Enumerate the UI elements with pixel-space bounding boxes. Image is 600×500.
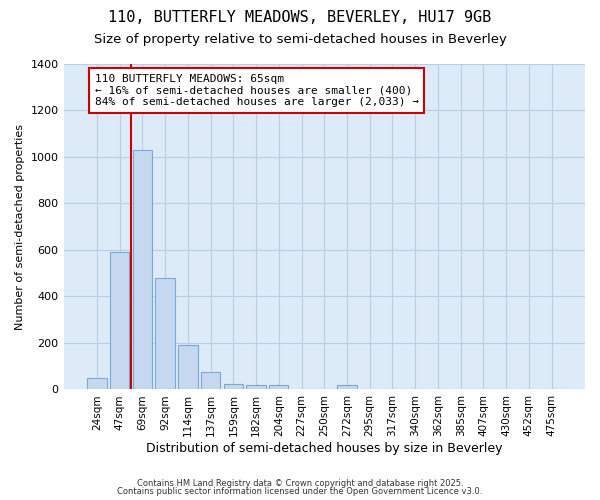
- Bar: [337, 385, 356, 390]
- X-axis label: Distribution of semi-detached houses by size in Beverley: Distribution of semi-detached houses by …: [146, 442, 503, 455]
- Bar: [178, 346, 197, 390]
- Bar: [110, 252, 130, 390]
- Text: Contains HM Land Registry data © Crown copyright and database right 2025.: Contains HM Land Registry data © Crown c…: [137, 478, 463, 488]
- Bar: [133, 150, 152, 390]
- Bar: [269, 385, 289, 390]
- Bar: [155, 278, 175, 390]
- Bar: [87, 378, 107, 390]
- Text: 110, BUTTERFLY MEADOWS, BEVERLEY, HU17 9GB: 110, BUTTERFLY MEADOWS, BEVERLEY, HU17 9…: [109, 10, 491, 25]
- Bar: [224, 384, 243, 390]
- Text: Size of property relative to semi-detached houses in Beverley: Size of property relative to semi-detach…: [94, 32, 506, 46]
- Text: 110 BUTTERFLY MEADOWS: 65sqm
← 16% of semi-detached houses are smaller (400)
84%: 110 BUTTERFLY MEADOWS: 65sqm ← 16% of se…: [95, 74, 419, 107]
- Y-axis label: Number of semi-detached properties: Number of semi-detached properties: [15, 124, 25, 330]
- Bar: [247, 385, 266, 390]
- Text: Contains public sector information licensed under the Open Government Licence v3: Contains public sector information licen…: [118, 487, 482, 496]
- Bar: [201, 372, 220, 390]
